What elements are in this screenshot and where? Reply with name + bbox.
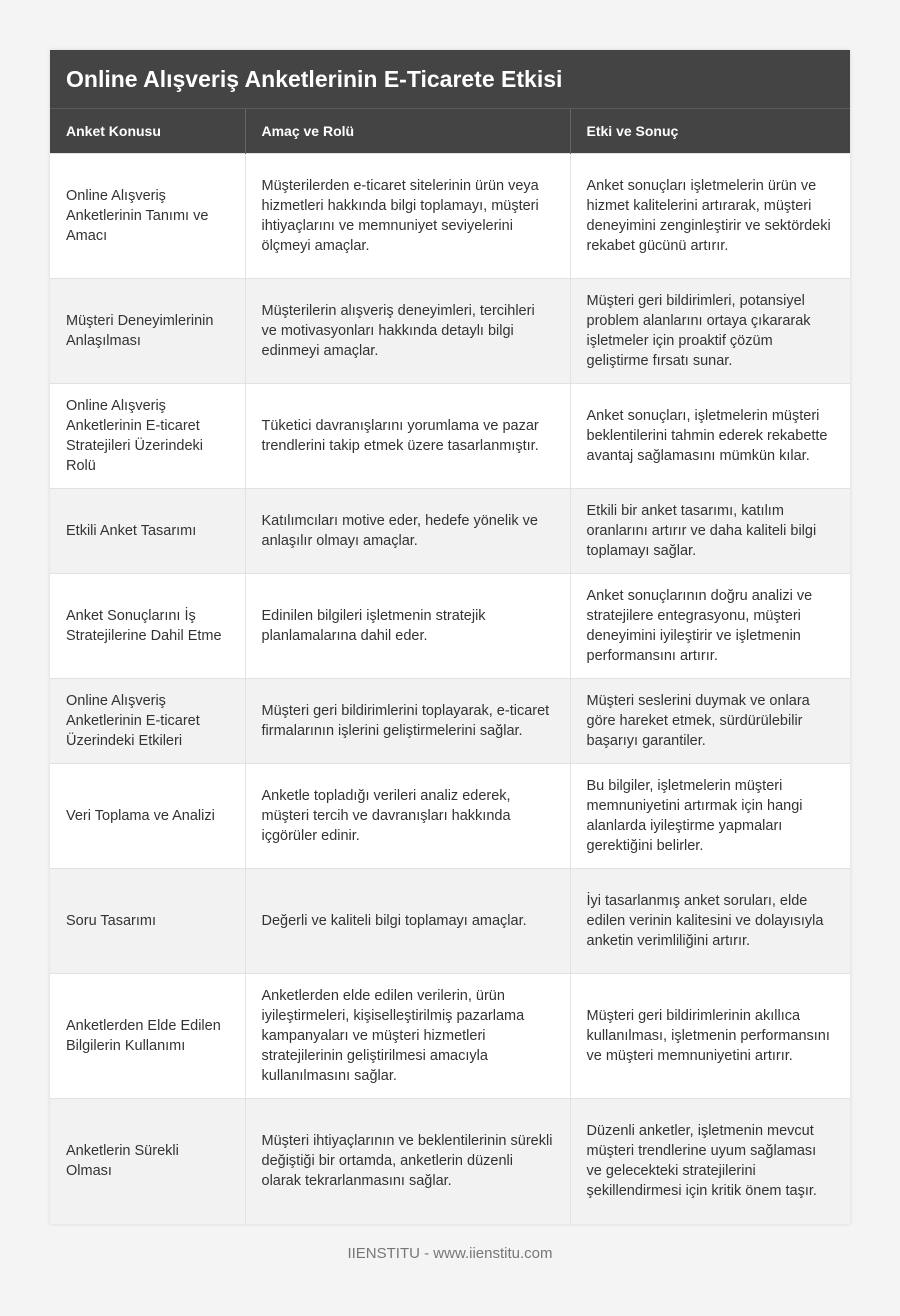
table-row: Anketlerden Elde Edilen Bilgilerin Kulla… <box>50 973 850 1099</box>
cell-purpose: Müşterilerden e-ticaret sitelerinin ürün… <box>245 153 571 279</box>
cell-topic: Soru Tasarımı <box>50 868 246 974</box>
table-row: Online Alışveriş Anketlerinin E-ticaret … <box>50 678 850 764</box>
cell-topic: Müşteri Deneyimlerinin Anlaşılması <box>50 278 246 384</box>
cell-impact: İyi tasarlanmış anket soruları, elde edi… <box>570 868 850 974</box>
cell-impact: Anket sonuçları işletmelerin ürün ve hiz… <box>570 153 850 279</box>
cell-impact: Müşteri seslerini duymak ve onlara göre … <box>570 678 850 764</box>
column-header: Amaç ve Rolü <box>245 109 571 154</box>
cell-purpose: Edinilen bilgileri işletmenin stratejik … <box>245 573 571 679</box>
table-row: Online Alışveriş Anketlerinin Tanımı ve … <box>50 153 850 279</box>
page-title: Online Alışveriş Anketlerinin E-Ticarete… <box>50 50 850 109</box>
cell-topic: Online Alışveriş Anketlerinin Tanımı ve … <box>50 153 246 279</box>
data-table: Anket Konusu Amaç ve Rolü Etki ve Sonuç … <box>50 109 850 1224</box>
cell-purpose: Katılımcıları motive eder, hedefe yöneli… <box>245 488 571 574</box>
cell-topic: Etkili Anket Tasarımı <box>50 488 246 574</box>
cell-impact: Müşteri geri bildirimleri, potansiyel pr… <box>570 278 850 384</box>
cell-topic: Anket Sonuçlarını İş Stratejilerine Dahi… <box>50 573 246 679</box>
cell-impact: Bu bilgiler, işletmelerin müşteri memnun… <box>570 763 850 869</box>
table-row: Online Alışveriş Anketlerinin E-ticaret … <box>50 383 850 489</box>
cell-purpose: Tüketici davranışlarını yorumlama ve paz… <box>245 383 571 489</box>
cell-purpose: Değerli ve kaliteli bilgi toplamayı amaç… <box>245 868 571 974</box>
cell-topic: Online Alışveriş Anketlerinin E-ticaret … <box>50 383 246 489</box>
cell-topic: Anketlerin Sürekli Olması <box>50 1098 246 1224</box>
cell-impact: Anket sonuçları, işletmelerin müşteri be… <box>570 383 850 489</box>
cell-topic: Veri Toplama ve Analizi <box>50 763 246 869</box>
table-row: Veri Toplama ve Analizi Anketle topladığı… <box>50 763 850 869</box>
table-row: Müşteri Deneyimlerinin Anlaşılması Müşter… <box>50 278 850 384</box>
cell-impact: Düzenli anketler, işletmenin mevcut müşt… <box>570 1098 850 1224</box>
cell-topic: Online Alışveriş Anketlerinin E-ticaret … <box>50 678 246 764</box>
column-header: Etki ve Sonuç <box>570 109 850 154</box>
cell-purpose: Anketle topladığı verileri analiz ederek… <box>245 763 571 869</box>
cell-purpose: Müşteri geri bildirimlerini toplayarak, … <box>245 678 571 764</box>
cell-purpose: Anketlerden elde edilen verilerin, ürün … <box>245 973 571 1099</box>
table-header-row: Anket Konusu Amaç ve Rolü Etki ve Sonuç <box>50 109 850 154</box>
table-row: Anket Sonuçlarını İş Stratejilerine Dahi… <box>50 573 850 679</box>
table-row: Anketlerin Sürekli Olması Müşteri ihtiyaç… <box>50 1098 850 1224</box>
cell-impact: Müşteri geri bildirimlerinin akıllıca ku… <box>570 973 850 1099</box>
footer-credit: IIENSTITU - www.iienstitu.com <box>347 1245 553 1262</box>
cell-impact: Etkili bir anket tasarımı, katılım oranl… <box>570 488 850 574</box>
cell-impact: Anket sonuçlarının doğru analizi ve stra… <box>570 573 850 679</box>
cell-purpose: Müşterilerin alışveriş deneyimleri, terc… <box>245 278 571 384</box>
column-header: Anket Konusu <box>50 109 246 154</box>
cell-purpose: Müşteri ihtiyaçlarının ve beklentilerini… <box>245 1098 571 1224</box>
table-row: Etkili Anket Tasarımı Katılımcıları motiv… <box>50 488 850 574</box>
table-container: Online Alışveriş Anketlerinin E-Ticarete… <box>50 50 850 1224</box>
table-row: Soru Tasarımı Değerli ve kaliteli bilgi t… <box>50 868 850 974</box>
cell-topic: Anketlerden Elde Edilen Bilgilerin Kulla… <box>50 973 246 1099</box>
